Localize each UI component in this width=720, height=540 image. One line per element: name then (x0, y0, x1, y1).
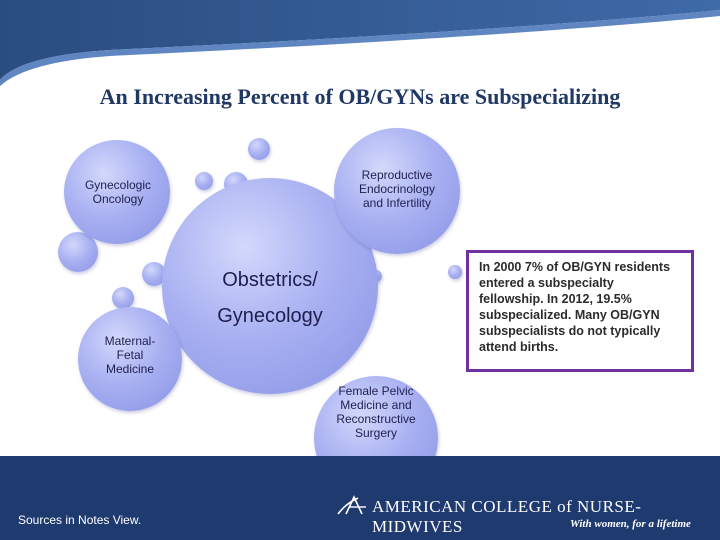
small-bubble (248, 138, 270, 160)
center-line-1: Obstetrics/ (222, 269, 318, 291)
label-line: Surgery (354, 426, 398, 440)
label-reproductive-endocrinology: Reproductive Endocrinology and Infertili… (334, 168, 460, 210)
acnm-logo-icon (337, 495, 366, 515)
small-bubble (112, 287, 134, 309)
center-line-2: Gynecology (217, 305, 323, 327)
label-line: Reproductive (361, 168, 433, 182)
label-gynecologic-oncology: Gynecologic Oncology (78, 178, 158, 206)
slide-title: An Increasing Percent of OB/GYNs are Sub… (99, 84, 621, 109)
info-box: In 2000 7% of OB/GYN residents entered a… (466, 250, 694, 372)
footer-bar (0, 456, 720, 540)
label-maternal-fetal-medicine: Maternal- Fetal Medicine (80, 334, 180, 376)
label-line: Medicine (105, 362, 155, 376)
small-bubble (448, 265, 462, 279)
label-line: Medicine and (340, 398, 412, 412)
label-line: Gynecologic (84, 178, 152, 192)
center-label: Obstetrics/ Gynecology (200, 262, 340, 334)
label-female-pelvic-medicine: Female Pelvic Medicine and Reconstructiv… (326, 384, 426, 440)
info-text: In 2000 7% of OB/GYN residents entered a… (479, 260, 671, 354)
bubble-gynecologic-oncology (64, 140, 170, 244)
bubble-reproductive-endocrinology (334, 128, 460, 254)
label-line: Reconstructive (336, 412, 416, 426)
label-line: Maternal- (104, 334, 156, 348)
sources-note: Sources in Notes View. (18, 513, 142, 527)
label-line: Fetal (116, 348, 144, 362)
small-bubble (58, 232, 98, 272)
label-line: Endocrinology (358, 182, 436, 196)
org-tagline: With women, for a lifetime (570, 518, 691, 530)
bubble-maternal-fetal-medicine (78, 307, 182, 411)
label-line: Oncology (92, 192, 144, 206)
header-band (0, 0, 720, 86)
label-line: Female Pelvic (338, 384, 414, 398)
label-line: and Infertility (362, 196, 432, 210)
org-name: AMERICAN COLLEGE of NURSE-MIDWIVES (372, 497, 642, 536)
small-bubble (195, 172, 213, 190)
